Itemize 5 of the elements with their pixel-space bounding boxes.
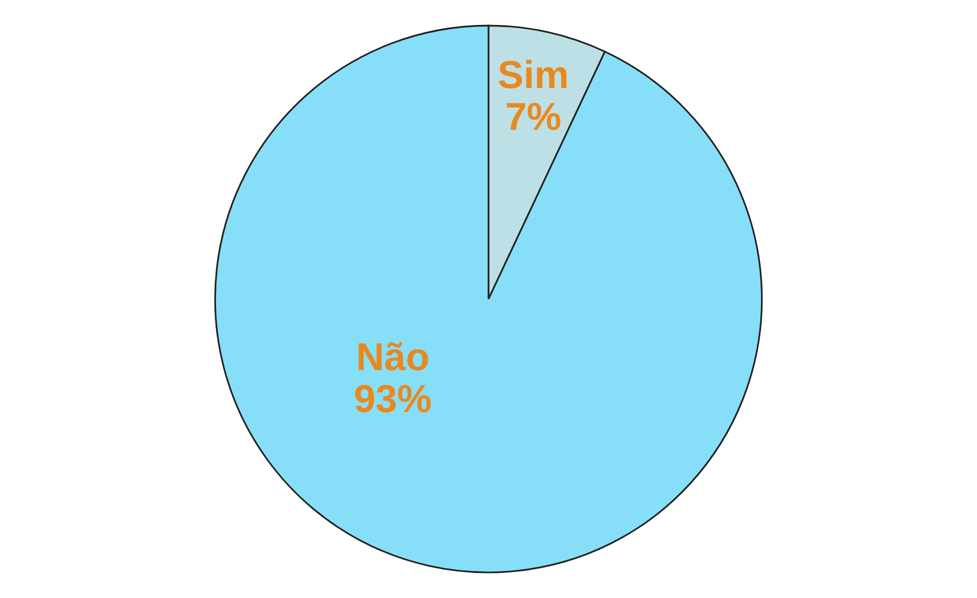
data-label: 7% xyxy=(506,102,560,130)
pie-slice xyxy=(214,24,763,574)
data-label: 93% xyxy=(355,384,431,412)
slice-label: Sim xyxy=(498,60,566,88)
slice-label: Não xyxy=(358,342,428,371)
